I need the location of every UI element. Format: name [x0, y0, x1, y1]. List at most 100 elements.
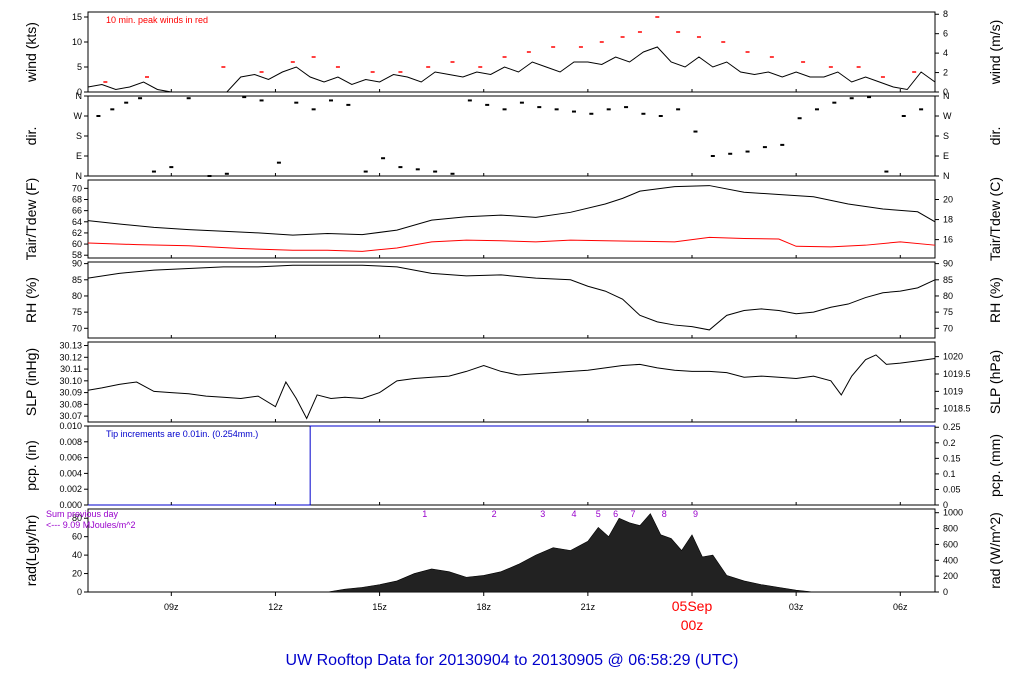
wind-ylabel-right: wind (m/s) — [987, 20, 1003, 86]
temperature-right-tick-label: 18 — [943, 215, 953, 225]
temperature-series-line-1 — [87, 236, 936, 252]
pressure-right-tick-label: 1018.5 — [943, 404, 971, 414]
direction-frame — [87, 95, 936, 177]
radiation-hour-mark: 5 — [596, 509, 601, 519]
radiation-hour-mark: 2 — [492, 509, 497, 519]
temperature-left-tick-label: 64 — [72, 217, 82, 227]
precipitation-right-tick-label: 0.2 — [943, 438, 956, 448]
pressure-right-tick-label: 1019.5 — [943, 369, 971, 379]
radiation-left-tick-label: 40 — [72, 550, 82, 560]
time-axis: 09z 12z 15z 18z 21z 00z 03z 06z — [164, 89, 908, 633]
pressure-ylabel-right: SLP (hPa) — [987, 350, 1003, 414]
temperature-ylabel-right: Tair/Tdew (C) — [987, 177, 1003, 261]
pressure-right-tick-label: 1020 — [943, 352, 963, 362]
humidity-ylabel: RH (%) — [23, 277, 39, 323]
wind-left-tick-label: 5 — [77, 62, 82, 72]
direction-ylabel: dir. — [23, 127, 39, 146]
humidity-frame — [87, 261, 936, 339]
humidity-left-tick-label: 85 — [72, 275, 82, 285]
radiation-hour-mark: 7 — [630, 509, 635, 519]
radiation-hour-mark: 6 — [613, 509, 618, 519]
precipitation-right-tick-label: 0.1 — [943, 469, 956, 479]
pressure-left-tick-label: 30.12 — [59, 352, 82, 362]
direction-right-tick-label: S — [943, 131, 949, 141]
temperature-left-tick-label: 70 — [72, 183, 82, 193]
direction-right-tick-label: N — [943, 91, 950, 101]
pressure-series-line-0 — [87, 354, 936, 420]
pressure-left-tick-label: 30.07 — [59, 411, 82, 421]
panel-precipitation: 0.000 0.002 0.004 0.006 0.008 0.010 0 0.05 0.1 0.… — [23, 421, 1003, 510]
radiation-hour-mark: 8 — [662, 509, 667, 519]
precipitation-right-tick-label: 0.25 — [943, 422, 961, 432]
date-label: 05Sep — [672, 598, 713, 614]
radiation-right-tick-label: 800 — [943, 524, 958, 534]
radiation-area — [88, 513, 935, 593]
time-tick-label: 06z — [893, 602, 908, 612]
precipitation-right-tick-label: 0 — [943, 500, 948, 510]
wind-frame — [87, 11, 936, 93]
radiation-ylabel: rad(Lgly/hr) — [23, 515, 39, 587]
precipitation-left-tick-label: 0.004 — [59, 468, 82, 478]
wind-right-tick-label: 6 — [943, 29, 948, 39]
temperature-left-tick-label: 62 — [72, 228, 82, 238]
temperature-left-tick-label: 68 — [72, 195, 82, 205]
time-tick-label: 18z — [476, 602, 491, 612]
pressure-left-tick-label: 30.08 — [59, 399, 82, 409]
precipitation-series-line-0 — [88, 425, 935, 506]
radiation-right-tick-label: 400 — [943, 555, 958, 565]
wind-ylabel: wind (kts) — [23, 22, 39, 83]
radiation-right-tick-label: 200 — [943, 571, 958, 581]
precipitation-right-tick-label: 0.15 — [943, 453, 961, 463]
direction-right-tick-label: N — [943, 171, 950, 181]
direction-ylabel-right: dir. — [987, 127, 1003, 146]
radiation-left-tick-label: 60 — [72, 532, 82, 542]
radiation-sum-label: Sum previous day — [46, 509, 119, 519]
temperature-frame — [87, 179, 936, 259]
precipitation-left-tick-label: 0.010 — [59, 421, 82, 431]
precipitation-left-tick-label: 0.000 — [59, 500, 82, 510]
humidity-right-tick-label: 85 — [943, 275, 953, 285]
direction-right-tick-label: W — [943, 111, 952, 121]
precipitation-ylabel: pcp. (in) — [23, 440, 39, 491]
humidity-right-tick-label: 70 — [943, 323, 953, 333]
precipitation-right-tick-label: 0.05 — [943, 484, 961, 494]
temperature-left-tick-label: 60 — [72, 239, 82, 249]
wind-left-tick-label: 10 — [72, 37, 82, 47]
chart-title: UW Rooftop Data for 20130904 to 20130905… — [286, 652, 739, 669]
panel-wind: 0 5 10 15 0 2 4 6 8 wind (kts) wind (m/s) 10 min. p… — [23, 9, 1003, 97]
radiation-left-tick-label: 0 — [77, 587, 82, 597]
direction-right-tick-label: E — [943, 151, 949, 161]
time-tick-label: 12z — [268, 602, 283, 612]
radiation-hour-mark: 9 — [693, 509, 698, 519]
direction-left-tick-label: E — [76, 151, 82, 161]
radiation-hour-mark: 1 — [422, 509, 427, 519]
temperature-left-tick-label: 58 — [72, 250, 82, 260]
direction-left-tick-label: W — [74, 111, 83, 121]
panel-humidity: 70 75 80 85 90 70 75 80 85 90 RH (%) RH (%) — [23, 259, 1003, 339]
wind-right-tick-label: 0 — [943, 87, 948, 97]
temperature-right-tick-label: 20 — [943, 195, 953, 205]
pressure-frame — [87, 341, 936, 423]
time-tick-label: 00z — [681, 617, 704, 633]
temperature-ylabel: Tair/Tdew (F) — [23, 178, 39, 260]
precipitation-left-tick-label: 0.008 — [59, 437, 82, 447]
precipitation-ylabel-right: pcp. (mm) — [987, 434, 1003, 497]
radiation-hour-mark: 4 — [571, 509, 576, 519]
precipitation-annotation: Tip increments are 0.01in. (0.254mm.) — [106, 429, 258, 439]
precipitation-left-tick-label: 0.006 — [59, 453, 82, 463]
wind-annotation: 10 min. peak winds in red — [106, 15, 208, 25]
wind-right-tick-label: 2 — [943, 68, 948, 78]
radiation-right-tick-label: 600 — [943, 539, 958, 549]
radiation-hour-mark: 3 — [540, 509, 545, 519]
humidity-left-tick-label: 80 — [72, 291, 82, 301]
wind-left-tick-label: 0 — [77, 87, 82, 97]
pressure-left-tick-label: 30.09 — [59, 388, 82, 398]
humidity-right-tick-label: 90 — [943, 259, 953, 269]
wind-series-line-0 — [87, 46, 936, 93]
time-tick-label: 15z — [372, 602, 387, 612]
